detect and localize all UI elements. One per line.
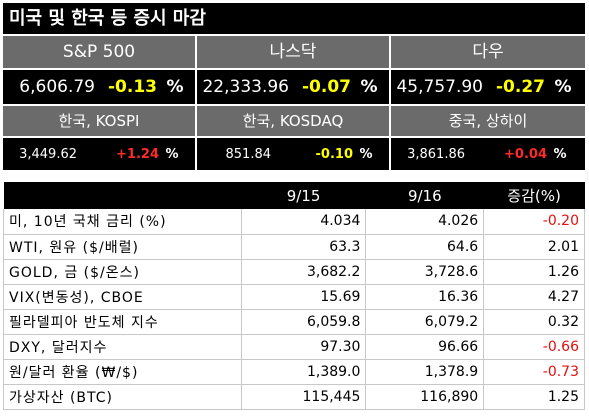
row-change: 1.25 <box>483 384 585 410</box>
table-row: VIX(변동성), CBOE 15.69 16.36 4.27 <box>3 284 585 310</box>
nasdaq-change: -0.07 <box>302 77 351 97</box>
row-change: 1.26 <box>483 259 585 285</box>
percent-unit: % <box>359 146 373 162</box>
kospi-value: 3,449.62 <box>19 146 77 162</box>
asia-markets-value-row: 3,449.62 +1.24 % 851.84 -0.10 % 3,861.86… <box>3 138 585 170</box>
percent-unit: % <box>554 77 572 97</box>
row-value-1: 115,445 <box>241 384 367 410</box>
row-value-2: 4.026 <box>365 209 485 235</box>
table-row: 가상자산 (BTC) 115,445 116,890 1.25 <box>3 384 585 410</box>
table-row: 미, 10년 국채 금리 (%) 4.034 4.026 -0.20 <box>3 209 585 235</box>
shanghai-value: 3,861.86 <box>407 146 465 162</box>
sp500-label: S&P 500 <box>3 36 197 68</box>
row-label: 필라델피아 반도체 지수 <box>3 309 242 335</box>
shanghai-change: +0.04 <box>504 146 547 162</box>
row-value-1: 4.034 <box>241 209 367 235</box>
row-label: GOLD, 금 ($/온스) <box>3 259 242 285</box>
dow-label: 다우 <box>391 36 585 68</box>
percent-unit: % <box>553 146 567 162</box>
kosdaq-cell: 851.84 -0.10 % <box>197 138 391 170</box>
asia-markets-header-row: 한국, KOSPI 한국, KOSDAQ 중국, 상하이 <box>3 106 585 136</box>
us-markets-header-row: S&P 500 나스닥 다우 <box>3 36 585 68</box>
kospi-change: +1.24 <box>116 146 159 162</box>
kosdaq-label: 한국, KOSDAQ <box>197 106 391 136</box>
row-value-1: 15.69 <box>241 284 367 310</box>
row-change: -0.20 <box>483 209 585 235</box>
row-change: -0.73 <box>483 359 585 385</box>
row-value-2: 3,728.6 <box>365 259 485 285</box>
shanghai-cell: 3,861.86 +0.04 % <box>391 138 585 170</box>
table-header-row: 9/15 9/16 증감(%) <box>3 182 585 209</box>
table-row: DXY, 달러지수 97.30 96.66 -0.66 <box>3 334 585 360</box>
table-row: WTI, 원유 ($/배럴) 63.3 64.6 2.01 <box>3 234 585 260</box>
row-value-2: 64.6 <box>365 234 485 260</box>
percent-unit: % <box>165 146 179 162</box>
page-title: 미국 및 한국 등 증시 마감 <box>3 3 585 34</box>
kospi-label: 한국, KOSPI <box>3 106 197 136</box>
row-value-2: 16.36 <box>365 284 485 310</box>
row-label: 미, 10년 국채 금리 (%) <box>3 209 242 235</box>
dow-value: 45,757.90 <box>396 77 483 97</box>
table-row: GOLD, 금 ($/온스) 3,682.2 3,728.6 1.26 <box>3 259 585 285</box>
sp500-cell: 6,606.79 -0.13 % <box>3 70 197 104</box>
nasdaq-value: 22,333.96 <box>202 77 289 97</box>
nasdaq-label: 나스닥 <box>197 36 391 68</box>
table-row: 필라델피아 반도체 지수 6,059.8 6,079.2 0.32 <box>3 309 585 335</box>
dow-cell: 45,757.90 -0.27 % <box>391 70 585 104</box>
row-value-2: 116,890 <box>365 384 485 410</box>
percent-unit: % <box>360 77 378 97</box>
row-value-1: 3,682.2 <box>241 259 367 285</box>
row-change: 2.01 <box>483 234 585 260</box>
sp500-change: -0.13 <box>108 77 157 97</box>
table-row: 원/달러 환율 (₩/$) 1,389.0 1,378.9 -0.73 <box>3 359 585 385</box>
row-label: 원/달러 환율 (₩/$) <box>3 359 242 385</box>
row-value-1: 63.3 <box>241 234 367 260</box>
percent-unit: % <box>166 77 184 97</box>
row-label: DXY, 달러지수 <box>3 334 242 360</box>
sp500-value: 6,606.79 <box>19 77 95 97</box>
kospi-cell: 3,449.62 +1.24 % <box>3 138 197 170</box>
row-label: 가상자산 (BTC) <box>3 384 242 410</box>
shanghai-label: 중국, 상하이 <box>391 106 585 136</box>
row-value-2: 1,378.9 <box>365 359 485 385</box>
indicators-table: 9/15 9/16 증감(%) 미, 10년 국채 금리 (%) 4.034 4… <box>3 182 585 410</box>
us-markets-value-row: 6,606.79 -0.13 % 22,333.96 -0.07 % 45,75… <box>3 70 585 104</box>
header-label <box>3 182 242 209</box>
row-change: 0.32 <box>483 309 585 335</box>
row-value-2: 6,079.2 <box>365 309 485 335</box>
header-date-2: 9/16 <box>365 182 484 209</box>
kosdaq-value: 851.84 <box>225 146 272 162</box>
dow-change: -0.27 <box>496 77 545 97</box>
row-label: WTI, 원유 ($/배럴) <box>3 234 242 260</box>
row-change: 4.27 <box>483 284 585 310</box>
row-value-1: 97.30 <box>241 334 367 360</box>
row-value-1: 1,389.0 <box>241 359 367 385</box>
row-change: -0.66 <box>483 334 585 360</box>
row-value-2: 96.66 <box>365 334 485 360</box>
kosdaq-change: -0.10 <box>315 146 353 162</box>
header-change: 증감(%) <box>483 182 585 209</box>
nasdaq-cell: 22,333.96 -0.07 % <box>197 70 391 104</box>
row-label: VIX(변동성), CBOE <box>3 284 242 310</box>
header-date-1: 9/15 <box>241 182 366 209</box>
row-value-1: 6,059.8 <box>241 309 367 335</box>
